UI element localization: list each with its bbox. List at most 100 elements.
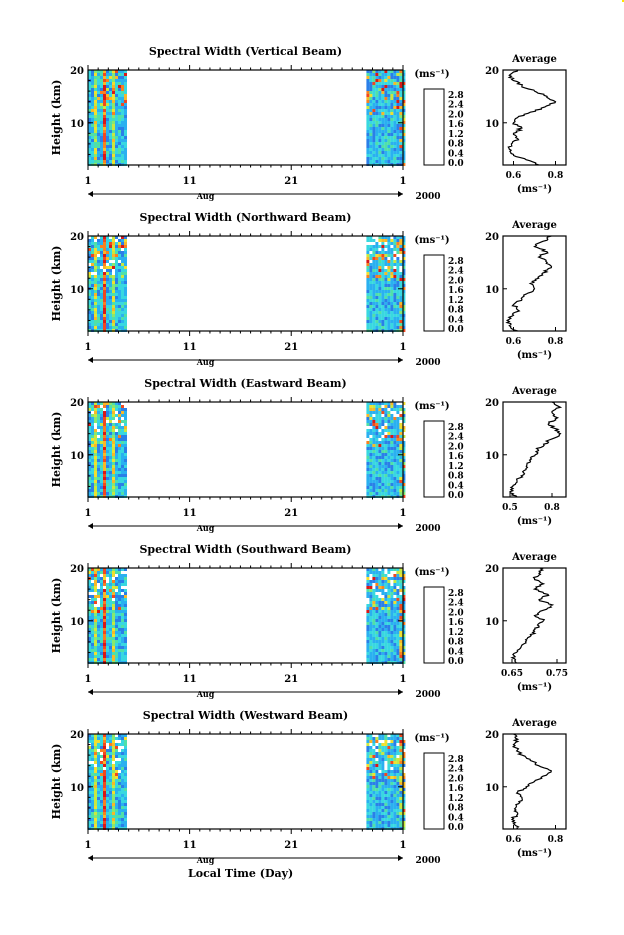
heatmap-cell bbox=[384, 619, 388, 622]
heatmap-cell bbox=[396, 459, 400, 462]
heatmap-cell bbox=[124, 655, 127, 658]
heatmap-cell bbox=[369, 257, 373, 260]
heatmap-cell bbox=[402, 773, 406, 776]
heatmap-cell bbox=[372, 468, 376, 471]
heatmap-cell bbox=[390, 432, 394, 435]
heatmap-cell bbox=[103, 737, 106, 740]
heatmap-cell bbox=[366, 770, 370, 773]
heatmap-cell bbox=[402, 661, 406, 664]
heatmap-block bbox=[88, 236, 127, 332]
heatmap-cell bbox=[381, 100, 385, 103]
heatmap-cell bbox=[372, 800, 376, 803]
heatmap-cell bbox=[399, 103, 403, 106]
heatmap-cell bbox=[88, 468, 91, 471]
heatmap-cell bbox=[103, 607, 106, 610]
heatmap-cell bbox=[94, 740, 97, 743]
heatmap-cell bbox=[399, 613, 403, 616]
heatmap-cell bbox=[396, 625, 400, 628]
heatmap-cell bbox=[393, 417, 397, 420]
heatmap-cell bbox=[375, 580, 379, 583]
x-tick-label: 21 bbox=[284, 342, 298, 353]
heatmap-cell bbox=[378, 272, 382, 275]
heatmap-cell bbox=[106, 266, 109, 269]
heatmap-cell bbox=[396, 486, 400, 489]
heatmap-cell bbox=[124, 435, 127, 438]
heatmap-cell bbox=[94, 737, 97, 740]
heatmap-cell bbox=[378, 142, 382, 145]
heatmap-cell bbox=[115, 260, 118, 263]
heatmap-cell bbox=[103, 314, 106, 317]
heatmap-cell bbox=[402, 281, 406, 284]
heatmap-cell bbox=[91, 73, 94, 76]
heatmap-cell bbox=[115, 568, 118, 571]
heatmap-gap bbox=[378, 595, 382, 598]
heatmap-cell bbox=[387, 287, 391, 290]
heatmap-cell bbox=[387, 459, 391, 462]
average-y-tick-label: 20 bbox=[485, 232, 499, 243]
heatmap-cell bbox=[91, 821, 94, 824]
heatmap-cell bbox=[399, 414, 403, 417]
heatmap-cell bbox=[109, 447, 112, 450]
heatmap-cell bbox=[121, 812, 124, 815]
heatmap-cell bbox=[121, 157, 124, 160]
heatmap-cell bbox=[384, 121, 388, 124]
heatmap-cell bbox=[118, 489, 121, 492]
heatmap-cell bbox=[106, 637, 109, 640]
heatmap-cell bbox=[91, 76, 94, 79]
heatmap-cell bbox=[399, 743, 403, 746]
heatmap-cell bbox=[384, 151, 388, 154]
heatmap-cell bbox=[393, 743, 397, 746]
heatmap-cell bbox=[91, 773, 94, 776]
heatmap-cell bbox=[97, 148, 100, 151]
heatmap-cell bbox=[112, 323, 115, 326]
heatmap-cell bbox=[118, 154, 121, 157]
heatmap-cell bbox=[97, 302, 100, 305]
heatmap-cell bbox=[112, 580, 115, 583]
heatmap-cell bbox=[366, 142, 370, 145]
heatmap-cell bbox=[121, 471, 124, 474]
heatmap-cell bbox=[106, 326, 109, 329]
heatmap-cell bbox=[106, 480, 109, 483]
heatmap-cell bbox=[390, 417, 394, 420]
heatmap-cell bbox=[399, 296, 403, 299]
heatmap-cell bbox=[390, 477, 394, 480]
heatmap-cell bbox=[121, 79, 124, 82]
heatmap-cell bbox=[106, 314, 109, 317]
heatmap-cell bbox=[109, 70, 112, 73]
heatmap-cell bbox=[91, 613, 94, 616]
heatmap-cell bbox=[94, 453, 97, 456]
heatmap-cell bbox=[94, 151, 97, 154]
heatmap-cell bbox=[402, 800, 406, 803]
heatmap-cell bbox=[100, 767, 103, 770]
heatmap-cell bbox=[100, 284, 103, 287]
heatmap-cell bbox=[372, 589, 376, 592]
heatmap-cell bbox=[390, 408, 394, 411]
heatmap-cell bbox=[372, 302, 376, 305]
heatmap-cell bbox=[372, 88, 376, 91]
heatmap-cell bbox=[124, 145, 127, 148]
heatmap-cell bbox=[115, 160, 118, 163]
heatmap-cell bbox=[112, 139, 115, 142]
heatmap-cell bbox=[372, 441, 376, 444]
heatmap-cell bbox=[393, 305, 397, 308]
heatmap-cell bbox=[366, 737, 370, 740]
heatmap-cell bbox=[103, 124, 106, 127]
heatmap-cell bbox=[88, 139, 91, 142]
heatmap-cell bbox=[366, 408, 370, 411]
heatmap-cell bbox=[124, 477, 127, 480]
heatmap-cell bbox=[118, 432, 121, 435]
heatmap-cell bbox=[384, 145, 388, 148]
heatmap-cell bbox=[115, 242, 118, 245]
heatmap-cell bbox=[94, 290, 97, 293]
heatmap-cell bbox=[112, 154, 115, 157]
heatmap-cell bbox=[121, 658, 124, 661]
heatmap-cell bbox=[378, 417, 382, 420]
heatmap-gap bbox=[121, 402, 124, 405]
heatmap-cell bbox=[97, 124, 100, 127]
heatmap-cell bbox=[381, 257, 385, 260]
year-label: 2000 bbox=[415, 690, 440, 700]
heatmap-cell bbox=[121, 82, 124, 85]
heatmap-cell bbox=[121, 601, 124, 604]
heatmap-cell bbox=[91, 628, 94, 631]
heatmap-cell bbox=[118, 414, 121, 417]
